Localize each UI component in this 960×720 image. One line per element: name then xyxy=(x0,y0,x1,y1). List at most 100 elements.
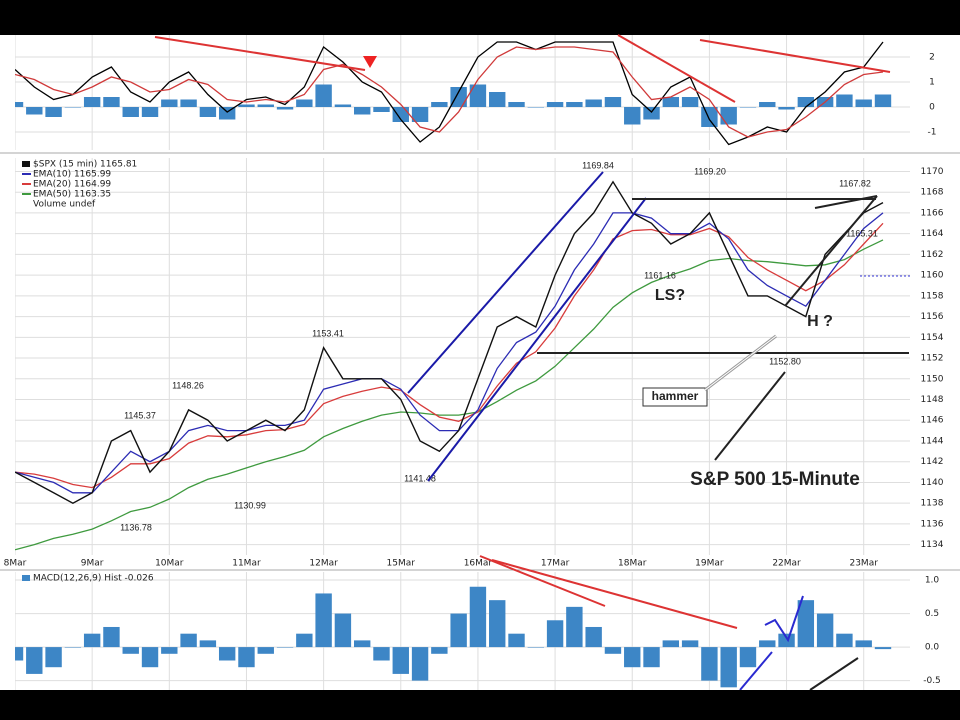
histogram-bar xyxy=(238,647,255,668)
histogram-bar xyxy=(45,107,62,117)
histogram-bar xyxy=(759,640,776,648)
x-tick-label: 16Mar xyxy=(464,559,493,569)
y-tick-label: 0 xyxy=(929,103,935,113)
y-tick-label: 1 xyxy=(929,78,935,88)
y-tick-label: 1144 xyxy=(921,436,944,446)
histogram-bar xyxy=(45,647,62,668)
annotation: 1145.37 xyxy=(124,410,156,420)
histogram-bar xyxy=(759,102,776,107)
y-tick-label: 1152 xyxy=(921,354,944,364)
x-tick-label: 8Mar xyxy=(4,559,27,569)
histogram-bar xyxy=(701,107,718,127)
y-tick-label: 1136 xyxy=(921,519,944,529)
histogram-bar xyxy=(681,97,699,107)
histogram-bar xyxy=(489,92,506,107)
series-line xyxy=(15,212,884,494)
histogram-bar xyxy=(392,647,409,674)
series-line xyxy=(15,46,884,138)
histogram-bar xyxy=(83,97,101,107)
annotation: 1169.20 xyxy=(694,166,726,176)
x-tick-label: 10Mar xyxy=(155,559,184,569)
y-tick-label: 1162 xyxy=(921,250,944,260)
histogram-bar xyxy=(701,647,718,681)
panel xyxy=(15,158,910,555)
y-tick-label: 1140 xyxy=(921,478,944,488)
legend-entry: EMA(50) 1163.35 xyxy=(33,190,111,200)
legend-entry: EMA(20) 1164.99 xyxy=(33,180,111,190)
annotation: 1148.26 xyxy=(172,380,204,390)
histogram-bar xyxy=(797,600,815,648)
annotation: hammer xyxy=(652,389,699,403)
histogram-bar xyxy=(527,107,544,108)
x-tick-label: 17Mar xyxy=(541,559,570,569)
y-tick-label: 1154 xyxy=(921,333,944,343)
x-tick-label: 15Mar xyxy=(387,559,416,569)
histogram-bar xyxy=(508,102,525,107)
annotation: 1152.80 xyxy=(769,356,801,366)
histogram-bar xyxy=(604,97,622,107)
histogram-bar xyxy=(836,94,853,107)
annotation: S&P 500 15-Minute xyxy=(690,469,860,490)
histogram-bar xyxy=(797,97,815,107)
y-tick-label: 1150 xyxy=(921,374,944,384)
histogram-bar xyxy=(334,613,352,648)
histogram-bar xyxy=(122,647,139,654)
panel xyxy=(15,572,910,690)
histogram-bar xyxy=(431,102,448,107)
histogram-bar xyxy=(469,586,487,648)
y-tick-label: 1146 xyxy=(921,416,944,426)
histogram-bar xyxy=(411,647,429,681)
histogram-bar xyxy=(546,620,564,648)
histogram-bar xyxy=(199,640,217,648)
annotation: 1161.16 xyxy=(644,270,676,280)
annotation-box xyxy=(642,387,708,407)
legend-entry: EMA(10) 1165.99 xyxy=(33,170,111,180)
histogram-bar xyxy=(334,104,352,107)
annotation: 1136.78 xyxy=(120,522,152,532)
histogram-bar xyxy=(527,647,544,648)
histogram-bar xyxy=(411,107,429,122)
histogram-bar xyxy=(874,647,892,650)
histogram-bar xyxy=(315,84,332,107)
histogram-bar xyxy=(624,107,641,125)
histogram-bar xyxy=(238,104,255,107)
histogram-bar xyxy=(64,647,82,648)
annotation: 1141.48 xyxy=(404,473,436,483)
y-tick-label: 1142 xyxy=(921,457,944,467)
series-line xyxy=(15,239,884,551)
histogram-bar xyxy=(373,107,390,112)
histogram-bar xyxy=(392,107,409,122)
histogram-bar xyxy=(103,97,120,107)
histogram-bar xyxy=(161,647,178,654)
histogram-bar xyxy=(180,99,197,107)
histogram-bar xyxy=(739,107,757,108)
histogram-bar xyxy=(161,99,178,107)
histogram-bar xyxy=(585,99,602,107)
histogram-bar xyxy=(315,593,332,648)
y-tick-label: 1160 xyxy=(921,271,944,281)
annotation: 1130.99 xyxy=(234,500,266,510)
series-line xyxy=(15,41,884,146)
histogram-bar xyxy=(296,633,313,648)
histogram-bar xyxy=(585,626,602,648)
x-tick-label: 11Mar xyxy=(232,559,261,569)
y-tick-label: 2 xyxy=(929,53,935,63)
x-tick-label: 23Mar xyxy=(849,559,878,569)
histogram-bar xyxy=(566,606,583,648)
histogram-bar xyxy=(546,102,564,107)
annotation: 1165.31 xyxy=(846,228,878,238)
y-tick-label: 0.5 xyxy=(925,609,939,619)
annotation: LS? xyxy=(655,287,685,304)
histogram-bar xyxy=(624,647,641,668)
histogram-bar xyxy=(373,647,390,661)
y-tick-label: 1170 xyxy=(921,167,944,177)
histogram-bar xyxy=(354,107,371,115)
video-frame-bottom xyxy=(0,690,960,720)
y-tick-label: 1134 xyxy=(921,540,944,550)
y-tick-label: 1158 xyxy=(921,291,944,301)
histogram-bar xyxy=(15,102,24,107)
y-tick-label: -0.5 xyxy=(923,676,941,686)
histogram-bar xyxy=(489,600,506,648)
y-tick-label: 1.0 xyxy=(925,576,940,586)
histogram-bar xyxy=(720,107,737,125)
